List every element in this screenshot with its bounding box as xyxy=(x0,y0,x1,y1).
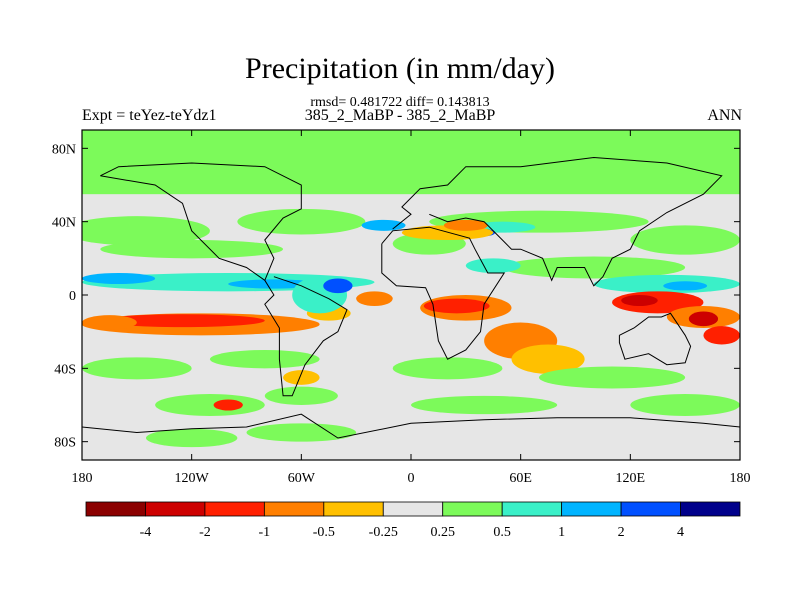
colorbar-label-9: 4 xyxy=(677,525,684,540)
x-tick-label-1: 120W xyxy=(175,471,210,486)
field-patch-34 xyxy=(392,357,503,380)
field-patch-32 xyxy=(82,357,192,380)
colorbar-label-5: 0.25 xyxy=(430,525,455,540)
field-patch-5 xyxy=(502,256,686,279)
field-patch-7 xyxy=(82,273,156,284)
map-field xyxy=(82,130,740,460)
coastline-0 xyxy=(100,162,302,282)
colorbar-swatch-10 xyxy=(680,501,741,517)
field-patch-13 xyxy=(361,219,406,231)
map-axes: 180 120W 60W 0 60E 120E 180 80N 40N 0 40S 80S xyxy=(52,130,751,486)
season-label: ANN xyxy=(707,107,742,124)
colorbar-label-4: -0.25 xyxy=(369,525,398,540)
colorbar-swatch-1 xyxy=(145,501,206,517)
colorbar-label-1: -2 xyxy=(199,525,211,540)
colorbar-swatch-6 xyxy=(442,501,503,517)
experiment-label: Expt = teYez-teYdz1 xyxy=(82,107,217,124)
coastline-3 xyxy=(392,156,723,287)
x-tick-label-4: 60E xyxy=(509,471,532,486)
coastline-1 xyxy=(264,276,348,397)
field-patch-43 xyxy=(213,399,243,411)
colorbar-swatch-2 xyxy=(204,501,265,517)
field-patch-30 xyxy=(688,311,719,327)
x-tick-label-5: 120E xyxy=(616,471,646,486)
colorbar-label-7: 1 xyxy=(558,525,565,540)
chart-title: Precipitation (in mm/day) xyxy=(245,52,555,85)
x-tick-label-6: 180 xyxy=(730,471,751,486)
field-patch-28 xyxy=(621,295,658,306)
field-patch-0 xyxy=(82,216,210,246)
y-tick-label-0: 80N xyxy=(52,142,76,157)
coastline-5 xyxy=(82,413,740,439)
field-patch-45 xyxy=(323,278,353,294)
field-patch-33 xyxy=(209,350,320,369)
field-patch-39 xyxy=(630,394,740,416)
field-patch-38 xyxy=(411,395,558,415)
colorbar-label-3: -0.5 xyxy=(313,525,335,540)
field-north-band xyxy=(82,130,740,195)
field-patch-4 xyxy=(100,240,284,259)
coastlines xyxy=(82,156,740,439)
field-patch-10 xyxy=(663,281,708,291)
x-tick-label-0: 180 xyxy=(72,471,93,486)
y-tick-label-3: 40S xyxy=(54,362,76,377)
field-patch-40 xyxy=(246,423,357,442)
field-patch-26 xyxy=(443,219,488,231)
colorbar-swatch-0 xyxy=(85,501,146,517)
colorbar-label-6: 0.5 xyxy=(493,525,511,540)
coastline-2 xyxy=(381,226,506,360)
colorbar-swatch-4 xyxy=(323,501,384,517)
field-patch-35 xyxy=(538,366,686,389)
field-patch-11 xyxy=(465,258,521,273)
case-label: 385_2_MaBP - 385_2_MaBP xyxy=(304,107,496,124)
chart-stats: rmsd= 0.481722 diff= 0.143813 xyxy=(310,95,490,110)
field-patch-19 xyxy=(356,291,393,306)
y-tick-label-2: 0 xyxy=(69,289,76,304)
field-patch-1 xyxy=(237,208,366,235)
field-patch-36 xyxy=(155,394,265,416)
field-patch-42 xyxy=(283,370,320,385)
field-patch-3 xyxy=(630,225,740,255)
colorbar: -4 -2 -1 -0.5 -0.25 0.25 0.5 1 2 4 xyxy=(85,501,741,540)
colorbar-swatch-5 xyxy=(382,501,444,517)
field-patch-31 xyxy=(703,326,740,345)
x-tick-label-3: 0 xyxy=(408,471,415,486)
colorbar-label-0: -4 xyxy=(140,525,152,540)
field-patch-16 xyxy=(100,314,265,328)
colorbar-swatch-8 xyxy=(561,501,622,517)
coastline-4 xyxy=(618,312,692,366)
colorbar-label-2: -1 xyxy=(259,525,271,540)
colorbar-swatch-7 xyxy=(501,501,563,517)
field-patch-21 xyxy=(423,298,490,314)
field-patch-41 xyxy=(145,428,238,448)
y-tick-label-4: 80S xyxy=(54,436,76,451)
colorbar-swatch-9 xyxy=(620,501,681,517)
x-tick-label-2: 60W xyxy=(288,471,316,486)
colorbar-swatch-3 xyxy=(263,501,325,517)
field-patch-17 xyxy=(82,315,137,330)
field-patch-37 xyxy=(264,386,338,406)
y-tick-label-1: 40N xyxy=(52,216,76,231)
field-patch-23 xyxy=(511,344,585,374)
colorbar-label-8: 2 xyxy=(618,525,625,540)
